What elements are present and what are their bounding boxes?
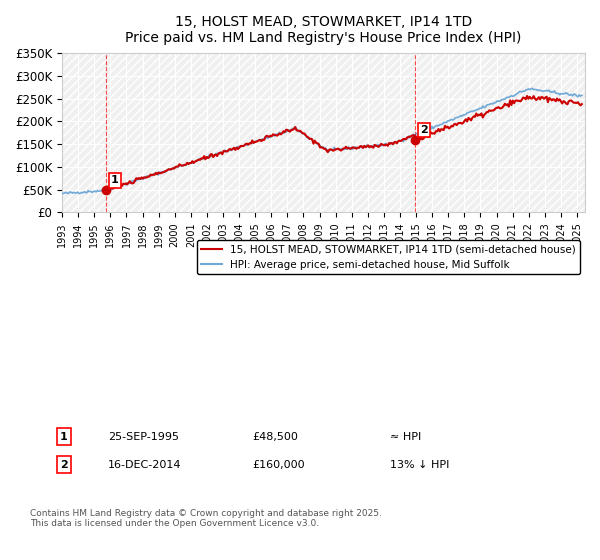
Text: ≈ HPI: ≈ HPI <box>390 432 421 442</box>
Text: 16-DEC-2014: 16-DEC-2014 <box>108 460 182 470</box>
Legend: 15, HOLST MEAD, STOWMARKET, IP14 1TD (semi-detached house), HPI: Average price, : 15, HOLST MEAD, STOWMARKET, IP14 1TD (se… <box>197 240 580 274</box>
Text: 2: 2 <box>420 125 428 135</box>
Text: Contains HM Land Registry data © Crown copyright and database right 2025.
This d: Contains HM Land Registry data © Crown c… <box>30 509 382 529</box>
Text: 1: 1 <box>60 432 68 442</box>
Text: £48,500: £48,500 <box>252 432 298 442</box>
Title: 15, HOLST MEAD, STOWMARKET, IP14 1TD
Price paid vs. HM Land Registry's House Pri: 15, HOLST MEAD, STOWMARKET, IP14 1TD Pri… <box>125 15 522 45</box>
Text: £160,000: £160,000 <box>252 460 305 470</box>
Text: 2: 2 <box>60 460 68 470</box>
Text: 13% ↓ HPI: 13% ↓ HPI <box>390 460 449 470</box>
Text: 1: 1 <box>111 175 119 185</box>
Text: 25-SEP-1995: 25-SEP-1995 <box>108 432 179 442</box>
